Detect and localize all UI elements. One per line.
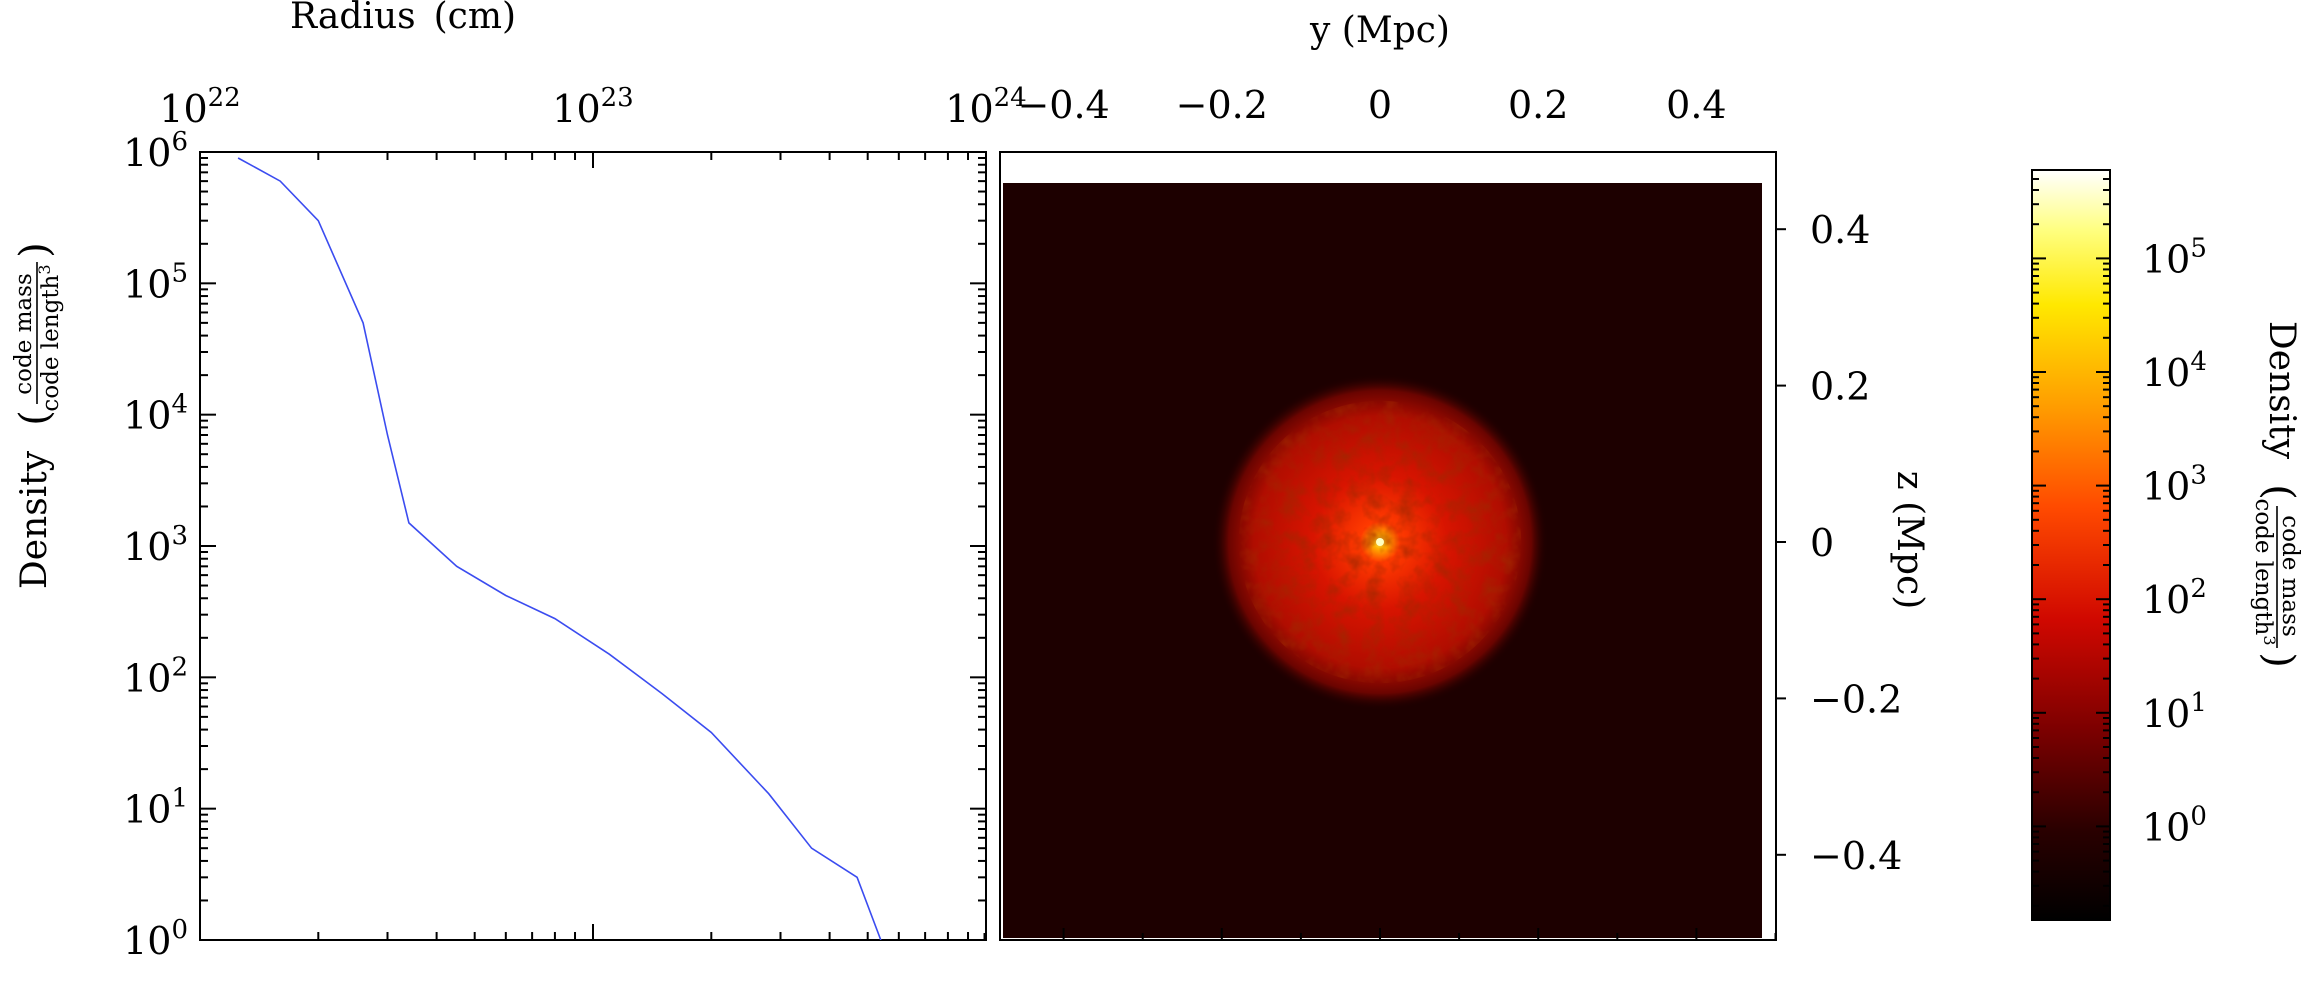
profile-x-tick-label: 1023 (552, 83, 633, 131)
colorbar-tick-label: 102 (2142, 574, 2207, 622)
projection-panel: −0.4 −0.2 0 0.2 0.4 0.40.20−0.2−0.4 y (Mpc) … (983, 10, 1930, 941)
projection-plot-frame (999, 151, 1777, 941)
projection-y-tick-label: −0.2 (1810, 677, 1902, 721)
profile-x-axis-title: Radius (cm) (290, 0, 516, 37)
colorbar-unit-denominator: code length3 (2250, 498, 2279, 645)
profile-minor-ticks (200, 152, 986, 940)
projection-x-tick-labels: −0.4 −0.2 0 0.2 0.4 (1017, 83, 1726, 127)
profile-y-unit-open-paren: ( (12, 410, 58, 426)
colorbar-tick-label: 101 (2142, 688, 2207, 736)
projection-y-tick-label: −0.4 (1810, 834, 1902, 878)
projection-x-axis-title: y (Mpc) (1309, 10, 1450, 51)
profile-y-unit-close-paren: ) (12, 242, 58, 258)
profile-x-tick-label: 1022 (159, 83, 240, 131)
profile-y-tick-label: 104 (123, 390, 188, 438)
colorbar-unit-numerator: code mass (2277, 515, 2303, 637)
colorbar-unit-open-paren: ( (2256, 484, 2302, 500)
gas-cloud (1211, 373, 1549, 711)
profile-y-tick-labels: 100 101 102 103 104 105 106 (123, 127, 188, 963)
profile-y-unit-denominator: code length3 (35, 264, 64, 411)
projection-x-tick-label: 0.4 (1666, 83, 1726, 127)
colorbar-label: Density (2261, 321, 2302, 460)
profile-y-tick-label: 103 (123, 521, 188, 569)
profile-y-axis-title: Density ( code mass code length3 ) (11, 242, 64, 589)
profile-y-tick-label: 101 (123, 784, 188, 832)
projection-y-tick-label: 0.4 (1810, 208, 1870, 252)
projection-y-tick-label: 0.2 (1810, 365, 1870, 409)
profile-panel: 1022 1023 1024 100 101 102 103 104 105 106 Radiu… (11, 0, 1027, 963)
density-profile-line (237, 157, 882, 940)
profile-y-unit-numerator: code mass (11, 273, 37, 395)
profile-y-axis-label: Density (14, 450, 55, 589)
profile-x-tick-labels: 1022 1023 1024 (159, 83, 1026, 131)
colorbar-tick-label: 104 (2142, 347, 2207, 395)
profile-plot-frame (199, 151, 987, 941)
projection-y-axis-title: z (Mpc) (1889, 471, 1930, 610)
profile-y-tick-label: 105 (123, 258, 188, 306)
colorbar-title: Density ( code mass code length3 ) (2250, 321, 2303, 668)
colorbar-tick-label: 100 (2142, 801, 2207, 849)
profile-x-tick-label: 1024 (945, 83, 1026, 131)
colorbar-tick-label: 103 (2142, 461, 2207, 509)
projection-ticks (983, 228, 1786, 940)
colorbar: 100 101 102 103 104 105 Density ( code mass c… (2031, 169, 2303, 921)
gas-cloud-core (1376, 538, 1384, 546)
colorbar-tick-labels: 100 101 102 103 104 105 (2142, 233, 2207, 849)
projection-x-tick-label: −0.2 (1176, 83, 1268, 127)
projection-x-tick-label: 0.2 (1508, 83, 1568, 127)
colorbar-gradient (2031, 169, 2111, 921)
profile-y-tick-label: 100 (123, 915, 188, 963)
colorbar-ticks (2032, 169, 2110, 907)
profile-y-tick-label: 102 (123, 652, 188, 700)
projection-x-tick-label: 0 (1368, 83, 1392, 127)
projection-y-tick-labels: 0.4 0.2 0 −0.2 −0.4 (1810, 208, 1902, 878)
colorbar-tick-label: 105 (2142, 233, 2207, 281)
projection-y-tick-label: 0 (1810, 521, 1834, 565)
profile-y-tick-label: 106 (123, 127, 188, 175)
colorbar-unit-close-paren: ) (2256, 652, 2302, 668)
projection-x-tick-label: −0.4 (1017, 83, 1109, 127)
profile-major-ticks (199, 151, 987, 941)
